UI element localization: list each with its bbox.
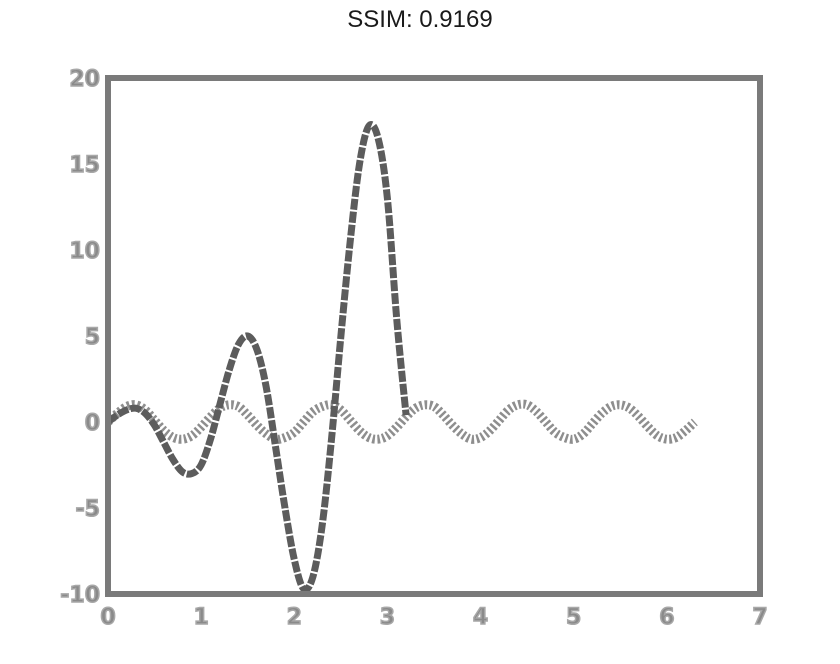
x-tick-label: 7	[752, 605, 767, 630]
y-tick-label: 15	[69, 153, 100, 178]
y-tick-label: -10	[60, 583, 100, 608]
x-tick-label: 4	[473, 605, 488, 630]
plot-frame	[105, 75, 763, 597]
x-tick-labels: 0 1 2 3 4 5 6 7	[100, 604, 769, 631]
series-layer	[104, 121, 698, 594]
y-tick-label: 20	[69, 67, 100, 92]
x-tick-label: 0	[100, 605, 115, 630]
y-tick-label: 0	[85, 411, 100, 436]
series-line-dashed	[105, 121, 410, 594]
series-line-dotted	[104, 399, 698, 444]
x-tick-label: 2	[287, 605, 302, 630]
x-tick-label: 5	[566, 605, 581, 630]
y-tick-label: 10	[69, 239, 100, 264]
x-tick-label: 6	[659, 605, 674, 630]
tick-marks	[105, 75, 763, 597]
chart-title: SSIM: 0.9169	[347, 6, 493, 33]
x-tick-label: 3	[380, 605, 395, 630]
y-tick-labels: -10 -5 0 5 10 15 20	[60, 66, 101, 609]
x-tick-label: 1	[193, 605, 208, 630]
y-tick-label: 5	[85, 325, 100, 350]
y-tick-label: -5	[76, 497, 100, 522]
